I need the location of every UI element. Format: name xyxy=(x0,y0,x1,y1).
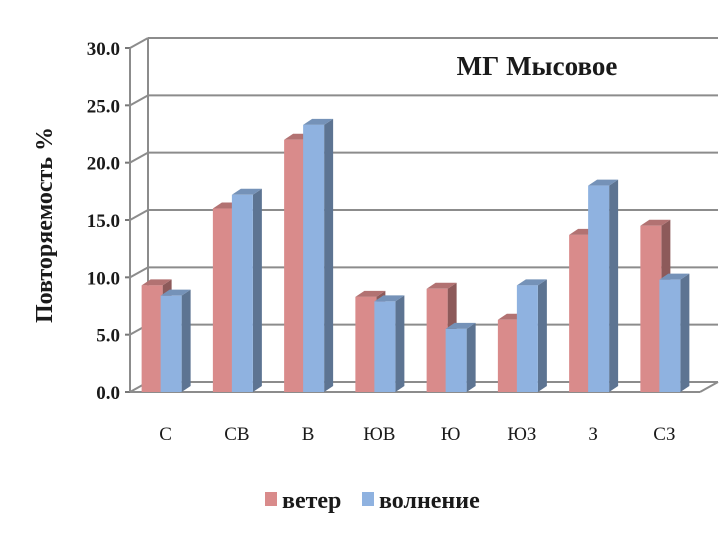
bar-волнение-2 xyxy=(303,118,334,393)
gridline-side xyxy=(129,37,149,49)
x-tick-label: З xyxy=(588,424,598,445)
legend-item-ветер: ветер xyxy=(265,488,341,514)
legend-item-волнение: волнение xyxy=(362,488,480,514)
bar-волнение-6 xyxy=(588,179,619,392)
gridline-side xyxy=(129,151,149,164)
floor-edge xyxy=(699,381,719,393)
y-tick-label: 25.0 xyxy=(87,96,120,117)
bar-волнение-1 xyxy=(231,188,262,392)
y-tick-label: 30.0 xyxy=(87,39,120,60)
bar-волнение-3 xyxy=(374,295,405,392)
x-tick-label: Ю xyxy=(441,424,461,445)
legend-swatch xyxy=(265,492,277,506)
gridline-side xyxy=(129,266,149,279)
legend-label: волнение xyxy=(379,488,480,514)
x-tick-label: ЮЗ xyxy=(507,424,536,445)
bar-волнение-0 xyxy=(160,289,191,392)
y-tick-label: 20.0 xyxy=(87,154,120,175)
x-tick-label: В xyxy=(302,424,315,445)
x-tick-label: С xyxy=(159,424,172,445)
y-tick-label: 10.0 xyxy=(87,268,120,289)
gridline-side xyxy=(129,94,149,107)
y-axis-title: Повторяемость % xyxy=(32,127,58,323)
bar-волнение-7 xyxy=(659,273,690,392)
y-tick-label: 15.0 xyxy=(87,211,120,232)
y-tick-label: 0.0 xyxy=(96,383,120,404)
x-tick-label: СВ xyxy=(224,424,249,445)
tick-labels: 0.0 5.0 10.0 15.0 20.0 25.0 30.0 С СВ В ЮВ Ю ЮЗ З СЗ xyxy=(87,39,676,445)
y-tick-label: 5.0 xyxy=(96,326,120,347)
gridline-side xyxy=(129,209,149,221)
chart-title: МГ Мысовое xyxy=(457,51,618,81)
legend: ветер волнение xyxy=(265,488,480,514)
legend-swatch xyxy=(362,492,374,506)
bar-волнение-5 xyxy=(516,279,547,392)
bars xyxy=(141,118,690,393)
x-tick-label: ЮВ xyxy=(363,424,395,445)
bar-волнение-4 xyxy=(445,322,476,392)
x-tick-label: СЗ xyxy=(653,424,675,445)
legend-label: ветер xyxy=(282,488,341,514)
